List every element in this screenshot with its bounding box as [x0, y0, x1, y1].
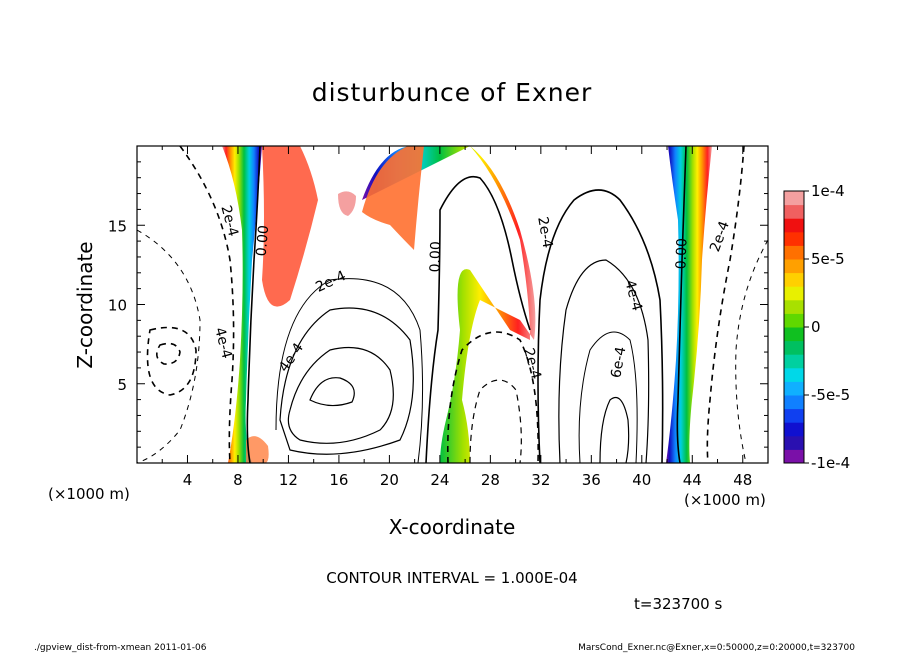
- contour-dashed: [446, 331, 539, 463]
- plot-area: 2e-4 0.00 2e-4 4e-4 0.00 2e-4 2e-4 4e-4 6e-4 0.00…: [136, 145, 769, 464]
- colorbar-tick-label: -1e-4: [811, 454, 850, 472]
- shade-band-2-left: [362, 146, 424, 250]
- contour-label: 4e-4: [621, 278, 645, 313]
- colorbar-cell: [784, 354, 804, 369]
- y-tick-label: 15: [108, 217, 127, 235]
- x-axis: 4 8 12 16 20 24 28 32 36 40 44 48: [161, 146, 752, 489]
- contour-dashed: [706, 146, 745, 463]
- colorbar-cell: [784, 381, 804, 396]
- contour-label: 2e-4: [313, 268, 348, 296]
- contour-label: 6e-4: [608, 345, 629, 379]
- contour-solid: [558, 259, 650, 463]
- contour-solid: [537, 189, 664, 463]
- colorbar-cell: [784, 218, 804, 233]
- colorbar-cells: [784, 191, 804, 464]
- colorbar-cell: [784, 435, 804, 450]
- shade-band-3: [666, 146, 712, 463]
- contour-label: 0.00: [427, 241, 444, 273]
- contour-solid: [425, 175, 531, 463]
- footer-left: ./gpview_dist-from-xmean 2011-01-06: [34, 643, 207, 653]
- x-tick-label: 16: [329, 471, 348, 489]
- x-axis-label: X-coordinate: [389, 515, 516, 539]
- colorbar-cell: [784, 259, 804, 274]
- contour-label: 0.00: [254, 225, 273, 257]
- shade-blob-pink: [338, 191, 356, 216]
- x-tick-label: 44: [683, 471, 702, 489]
- contour-solid: [599, 396, 630, 463]
- colorbar-cell: [784, 286, 804, 301]
- x-tick-label: 40: [632, 471, 651, 489]
- shade-bottom-left: [246, 436, 269, 463]
- x-tick-label: 24: [430, 471, 449, 489]
- colorbar: 1e-4 5e-5 0 -5e-5 -1e-4: [783, 182, 850, 472]
- colorbar-cell: [784, 395, 804, 410]
- x-tick-label: 4: [183, 471, 193, 489]
- colorbar-cell: [784, 272, 804, 287]
- colorbar-cell: [784, 449, 804, 464]
- contour-lines: [137, 146, 768, 463]
- y-axis-unit: (×1000 m): [48, 485, 130, 503]
- contour-label: 2e-4: [520, 346, 544, 381]
- chart-title: disturbunce of Exner: [312, 78, 593, 107]
- footer-right: MarsCond_Exner.nc@Exner,x=0:50000,z=0:20…: [578, 643, 855, 653]
- x-tick-label: 32: [531, 471, 550, 489]
- contour-field: [137, 146, 768, 463]
- x-tick-label: 48: [733, 471, 752, 489]
- x-tick-label: 8: [233, 471, 243, 489]
- contour-solid: [279, 307, 414, 455]
- colorbar-tick-label: 1e-4: [811, 182, 845, 200]
- contour-label: 0.00: [673, 238, 690, 270]
- contour-interval-note: CONTOUR INTERVAL = 1.000E-04: [326, 569, 577, 587]
- contour-dashed: [179, 146, 235, 463]
- contour-dashed: [469, 379, 522, 463]
- colorbar-cell: [784, 204, 804, 219]
- contour-label: 2e-4: [217, 204, 241, 239]
- contour-dashed: [735, 239, 768, 463]
- colorbar-cell: [784, 422, 804, 437]
- x-tick-label: 20: [380, 471, 399, 489]
- colorbar-cell: [784, 231, 804, 246]
- colorbar-ticks: 1e-4 5e-5 0 -5e-5 -1e-4: [804, 182, 850, 472]
- y-axis-label: Z-coordinate: [73, 241, 97, 368]
- y-tick-label: 5: [117, 376, 127, 394]
- y-tick-label: 10: [108, 297, 127, 315]
- contour-dashed: [156, 342, 181, 365]
- contour-solid: [309, 377, 355, 407]
- contour-dashed: [137, 229, 201, 463]
- contour-solid: [246, 146, 261, 463]
- shade-band-1-red: [262, 146, 318, 307]
- contour-label: 4e-4: [211, 326, 235, 361]
- x-axis-unit: (×1000 m): [684, 491, 766, 509]
- colorbar-cell: [784, 299, 804, 314]
- x-tick-label: 28: [481, 471, 500, 489]
- contour-solid: [275, 278, 424, 463]
- time-stamp: t=323700 s: [634, 595, 722, 613]
- contour-label: 2e-4: [534, 216, 555, 250]
- colorbar-cell: [784, 313, 804, 328]
- colorbar-cell: [784, 408, 804, 423]
- contour-label: 2e-4: [707, 219, 733, 254]
- colorbar-cell: [784, 327, 804, 342]
- contour-solid: [676, 146, 687, 463]
- colorbar-tick-label: -5e-5: [811, 386, 850, 404]
- contour-label: 4e-4: [276, 340, 307, 375]
- y-axis: 5 10 15: [108, 161, 768, 448]
- colorbar-cell: [784, 367, 804, 382]
- contour-solid: [578, 331, 638, 463]
- colorbar-cell: [784, 340, 804, 355]
- colorbar-cell: [784, 191, 804, 206]
- colorbar-tick-label: 5e-5: [811, 250, 845, 268]
- shade-band-1: [222, 146, 262, 463]
- x-tick-label: 36: [582, 471, 601, 489]
- colorbar-cell: [784, 245, 804, 260]
- contour-dashed: [146, 326, 197, 396]
- x-tick-label: 12: [279, 471, 298, 489]
- contour-solid: [287, 346, 394, 444]
- colorbar-tick-label: 0: [811, 318, 821, 336]
